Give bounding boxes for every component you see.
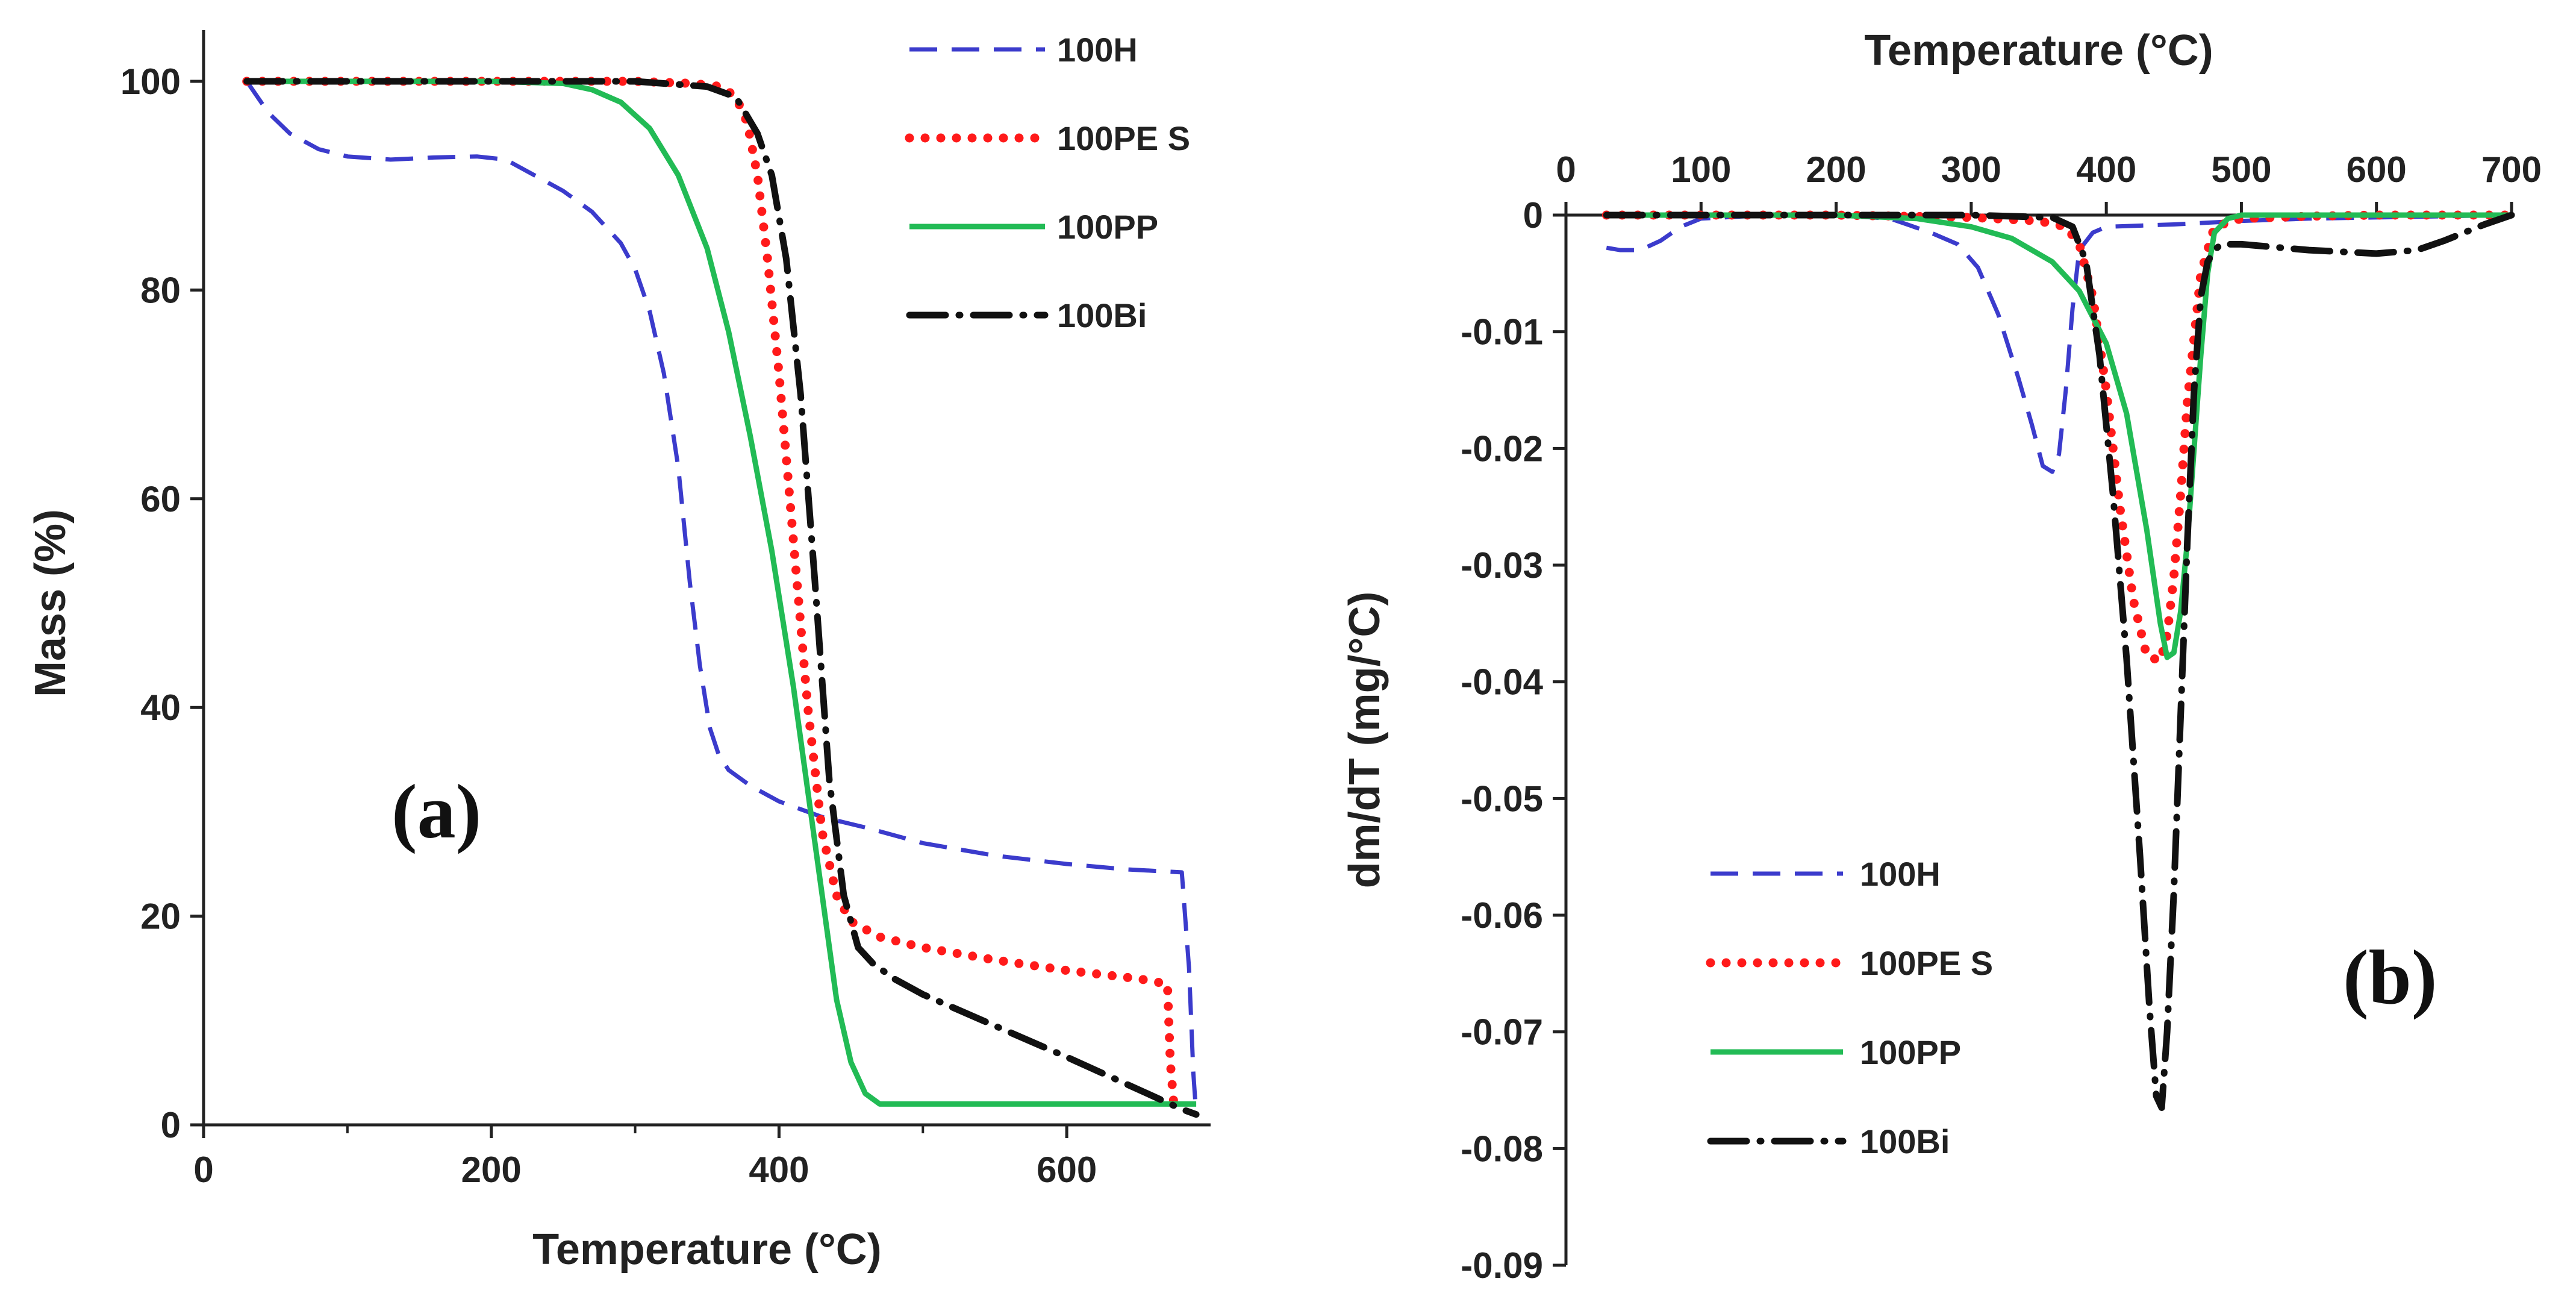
y-tick-label: -0.03 bbox=[1461, 545, 1543, 586]
x-tick-label: 400 bbox=[2076, 149, 2136, 190]
y-tick-label: -0.02 bbox=[1461, 428, 1543, 469]
y-tick-label: 80 bbox=[140, 270, 181, 310]
legend-label: 100PP bbox=[1057, 208, 1158, 246]
x-tick-label: 200 bbox=[461, 1150, 522, 1190]
y-tick-label: -0.01 bbox=[1461, 312, 1543, 352]
y-tick-label: -0.08 bbox=[1461, 1128, 1543, 1169]
series-line-100pes bbox=[1601, 210, 2516, 666]
series-line-100bi bbox=[1603, 211, 2515, 1111]
y-tick-label: 40 bbox=[140, 687, 181, 728]
x-axis-title: Temperature (°C) bbox=[532, 1225, 882, 1274]
y-axis-title: Mass (%) bbox=[27, 509, 75, 697]
y-tick-label: -0.05 bbox=[1461, 778, 1543, 819]
y-tick-label: -0.06 bbox=[1461, 895, 1543, 936]
y-tick-label: 0 bbox=[161, 1105, 181, 1145]
y-tick-label: -0.07 bbox=[1461, 1012, 1543, 1053]
x-tick-label: 500 bbox=[2211, 149, 2271, 190]
legend-label: 100Bi bbox=[1057, 296, 1147, 334]
x-tick-label: 0 bbox=[193, 1150, 213, 1190]
x-tick-label: 600 bbox=[2347, 149, 2407, 190]
x-tick-label: 200 bbox=[1806, 149, 1867, 190]
x-tick-label: 300 bbox=[1941, 149, 2001, 190]
legend-label: 100H bbox=[1057, 31, 1138, 69]
x-axis-title: Temperature (°C) bbox=[1864, 27, 2213, 75]
y-tick-label: 60 bbox=[140, 479, 181, 519]
panel-b-chart: 0 -0.01 -0.02 -0.03 -0.04 -0.05 -0.06 -0.07 -0.0… bbox=[1341, 27, 2542, 1286]
legend: 100H 100PE S 100PP 100Bi bbox=[1706, 855, 1993, 1160]
x-tick-label: 600 bbox=[1037, 1150, 1097, 1190]
panel-a-chart: 0 20 40 60 80 100 0 200 400 600 Temperature (°C) Ma… bbox=[27, 30, 1211, 1274]
series-line-100pp bbox=[1606, 212, 2512, 660]
legend-label: 100PE S bbox=[1860, 944, 1993, 982]
x-tick-label: 400 bbox=[749, 1150, 809, 1190]
y-axis-title: dm/dT (mg/°C) bbox=[1341, 592, 1389, 889]
series-line-100h bbox=[245, 80, 1199, 1115]
y-tick-label: -0.09 bbox=[1461, 1245, 1543, 1286]
y-tick-label: 100 bbox=[120, 61, 181, 102]
series-line-100pes bbox=[242, 77, 1179, 1119]
legend-label: 100Bi bbox=[1860, 1122, 1950, 1160]
x-tick-label: 0 bbox=[1556, 149, 1576, 190]
legend-label: 100PE S bbox=[1057, 119, 1190, 157]
legend-label: 100H bbox=[1860, 855, 1941, 893]
legend-label: 100PP bbox=[1860, 1033, 1961, 1071]
x-tick-label: 100 bbox=[1671, 149, 1731, 190]
panel-label: (b) bbox=[2343, 934, 2437, 1020]
y-tick-label: -0.04 bbox=[1461, 662, 1543, 703]
y-tick-label: 20 bbox=[140, 897, 181, 937]
y-tick-label: 0 bbox=[1523, 195, 1543, 236]
series-line-100h bbox=[1606, 213, 2512, 474]
series-line-100pp bbox=[246, 78, 1197, 1107]
series-line-100bi bbox=[243, 78, 1200, 1118]
legend: 100H 100PE S 100PP 100Bi bbox=[905, 31, 1190, 334]
x-tick-label: 700 bbox=[2481, 149, 2542, 190]
panel-label: (a) bbox=[391, 769, 481, 854]
